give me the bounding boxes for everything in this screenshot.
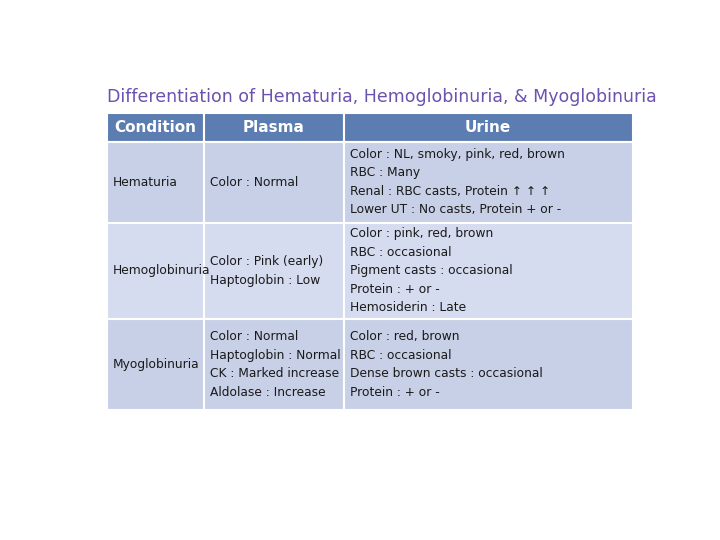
Bar bbox=[107, 222, 204, 319]
Text: Color : Pink (early)
Haptoglobin : Low: Color : Pink (early) Haptoglobin : Low bbox=[210, 255, 324, 287]
Bar bbox=[204, 112, 343, 142]
Text: Color : red, brown
RBC : occasional
Dense brown casts : occasional
Protein : + o: Color : red, brown RBC : occasional Dens… bbox=[350, 330, 542, 399]
Text: Condition: Condition bbox=[114, 120, 197, 134]
Text: Color : Normal: Color : Normal bbox=[210, 176, 299, 188]
Text: Myoglobinuria: Myoglobinuria bbox=[113, 358, 200, 371]
Bar bbox=[204, 222, 343, 319]
Text: Urine: Urine bbox=[465, 120, 511, 134]
Bar bbox=[343, 319, 632, 410]
Bar bbox=[343, 142, 632, 222]
Bar bbox=[107, 319, 204, 410]
Bar bbox=[107, 112, 204, 142]
Bar bbox=[107, 142, 204, 222]
Text: Hematuria: Hematuria bbox=[113, 176, 178, 188]
Bar bbox=[343, 112, 632, 142]
Text: Plasma: Plasma bbox=[243, 120, 305, 134]
Bar bbox=[204, 319, 343, 410]
Text: Color : pink, red, brown
RBC : occasional
Pigment casts : occasional
Protein : +: Color : pink, red, brown RBC : occasiona… bbox=[350, 227, 513, 314]
Bar bbox=[343, 222, 632, 319]
Bar bbox=[204, 142, 343, 222]
Text: Hemoglobinuria: Hemoglobinuria bbox=[113, 264, 211, 277]
Text: Color : NL, smoky, pink, red, brown
RBC : Many
Renal : RBC casts, Protein ↑ ↑ ↑
: Color : NL, smoky, pink, red, brown RBC … bbox=[350, 148, 564, 217]
Text: Differentiation of Hematuria, Hemoglobinuria, & Myoglobinuria: Differentiation of Hematuria, Hemoglobin… bbox=[107, 88, 657, 106]
Text: Color : Normal
Haptoglobin : Normal
CK : Marked increase
Aldolase : Increase: Color : Normal Haptoglobin : Normal CK :… bbox=[210, 330, 341, 399]
